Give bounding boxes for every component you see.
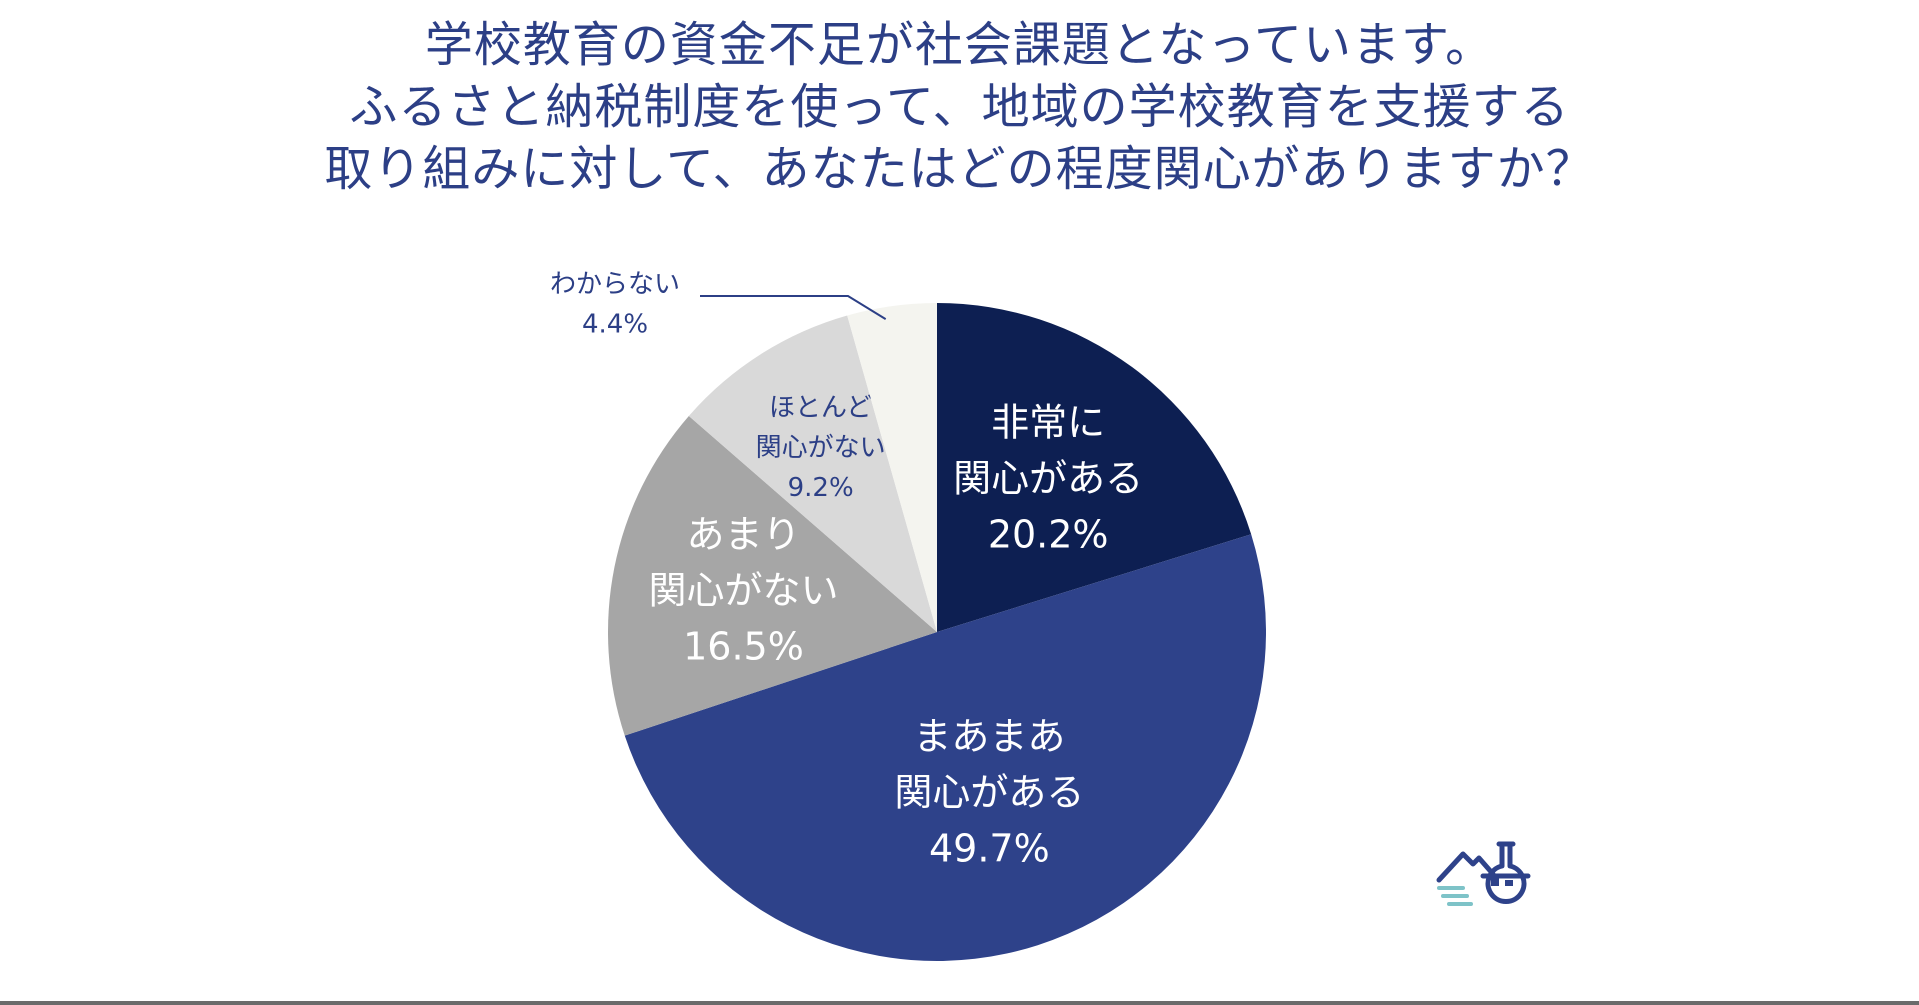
slice-value-label-0: 20.2% bbox=[988, 512, 1109, 556]
slice-value-label-1: 49.7% bbox=[929, 826, 1050, 870]
title-line-2: ふるさと納税制度を使って、地域の学校教育を支援する bbox=[349, 79, 1570, 135]
slice-category-label-0: 関心がある bbox=[953, 456, 1143, 500]
title-line-1: 学校教育の資金不足が社会課題となっています。 bbox=[424, 17, 1495, 73]
leader-line-4 bbox=[700, 295, 887, 320]
pie-slice-4 bbox=[847, 303, 937, 632]
slice-value-label-4: 4.4% bbox=[582, 310, 648, 340]
chart-title: 学校教育の資金不足が社会課題となっています。 ふるさと納税制度を使って、地域の学… bbox=[0, 14, 1919, 200]
slice-category-label-2: 関心がない bbox=[648, 569, 838, 613]
title-line-3: 取り組みに対して、あなたはどの程度関心がありますか？ bbox=[324, 141, 1595, 197]
slice-category-label-3: 関心がない bbox=[756, 433, 886, 463]
flask-mountain-icon bbox=[1436, 841, 1531, 906]
pie-slice-0 bbox=[937, 303, 1252, 632]
pie-slice-1 bbox=[624, 534, 1266, 961]
slice-category-label-2: あまり bbox=[686, 513, 800, 557]
pie-slice-3 bbox=[688, 315, 937, 632]
slice-category-label-0: 非常に bbox=[991, 400, 1105, 444]
pie-slice-2 bbox=[608, 415, 937, 736]
slice-value-label-2: 16.5% bbox=[683, 625, 804, 669]
slice-category-label-1: まあまあ bbox=[913, 714, 1065, 758]
bottom-divider bbox=[0, 1001, 1919, 1005]
slice-value-label-3: 9.2% bbox=[788, 473, 854, 503]
slice-category-label-4: わからない bbox=[550, 270, 680, 300]
slice-category-label-1: 関心がある bbox=[894, 770, 1084, 814]
slice-category-label-3: ほとんど bbox=[769, 393, 872, 423]
